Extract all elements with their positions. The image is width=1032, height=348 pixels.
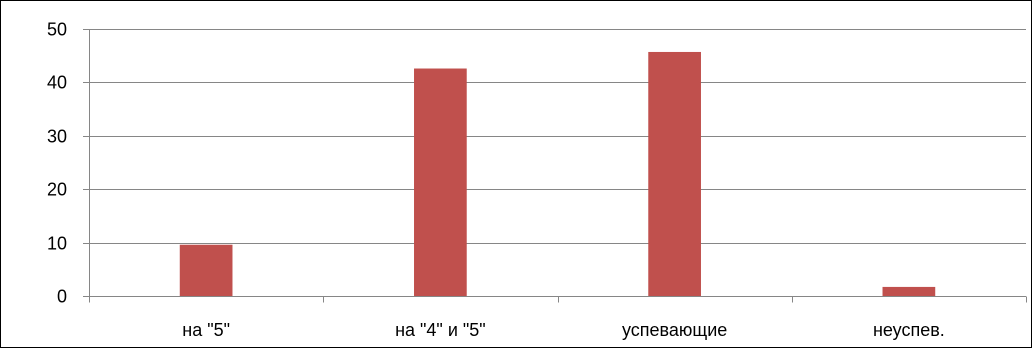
x-category-label-1: на "5" [182, 320, 230, 340]
bar-1 [179, 244, 233, 296]
x-category-labels: на "5" на "4" и "5" успевающие неуспев. [182, 320, 945, 340]
y-tick-label-40: 40 [47, 73, 67, 93]
bar-4 [882, 286, 936, 296]
x-category-label-3: успевающие [622, 320, 727, 340]
x-category-label-4: неуспев. [873, 320, 945, 340]
y-tick-label-50: 50 [47, 20, 67, 40]
y-tick-label-20: 20 [47, 180, 67, 200]
y-tick-labels: 0 10 20 30 40 50 [47, 20, 67, 307]
bars [179, 51, 936, 297]
bar-2 [414, 68, 467, 297]
y-tick-label-30: 30 [47, 127, 67, 147]
y-tick-label-0: 0 [57, 287, 67, 307]
bar-3 [648, 51, 701, 296]
x-category-label-2: на "4" и "5" [395, 320, 486, 340]
gridlines [89, 29, 1026, 244]
y-tick-label-10: 10 [47, 234, 67, 254]
axes [83, 29, 1027, 303]
